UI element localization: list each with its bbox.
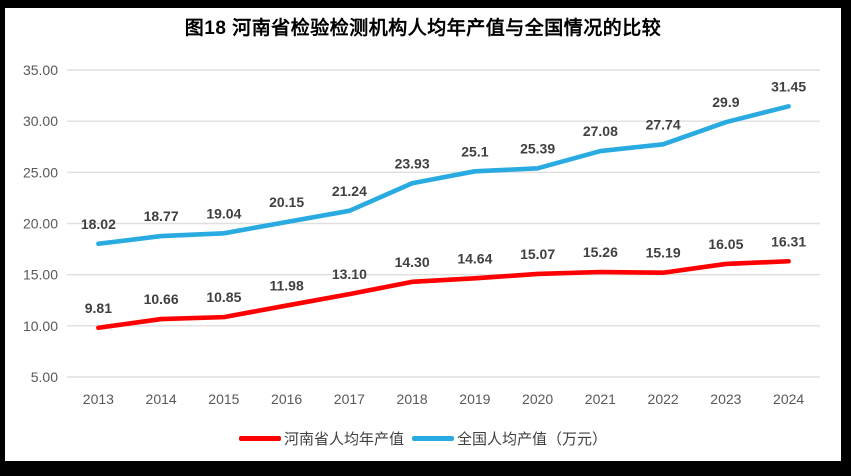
y-axis-tick-label: 30.00 xyxy=(23,113,58,129)
legend-line-swatch-red xyxy=(238,436,281,441)
y-axis-tick-label: 15.00 xyxy=(23,267,58,283)
x-axis-tick-label: 2023 xyxy=(710,391,741,407)
data-label-series-1: 27.74 xyxy=(646,116,681,132)
data-label-series-1: 21.24 xyxy=(332,183,367,199)
y-axis-tick-label: 20.00 xyxy=(23,216,58,232)
series-line-1 xyxy=(96,104,791,247)
data-label-series-0: 13.10 xyxy=(332,266,367,282)
x-axis-tick-label: 2014 xyxy=(146,391,177,407)
data-label-series-0: 15.19 xyxy=(646,245,681,261)
data-label-series-1: 25.1 xyxy=(461,143,488,159)
data-label-series-0: 11.98 xyxy=(269,278,303,294)
x-axis-tick-label: 2017 xyxy=(334,391,365,407)
x-axis-tick-label: 2019 xyxy=(459,391,490,407)
data-label-series-0: 16.31 xyxy=(771,233,806,249)
x-axis-tick-label: 2013 xyxy=(83,391,114,407)
data-label-series-0: 14.64 xyxy=(457,250,492,266)
x-axis-tick-label: 2021 xyxy=(585,391,616,407)
legend-label-henan: 河南省人均年产值 xyxy=(283,431,404,448)
data-label-series-1: 25.39 xyxy=(520,140,555,156)
data-label-series-1: 31.45 xyxy=(771,78,806,94)
y-axis-tick-label: 25.00 xyxy=(23,164,58,180)
data-label-series-0: 15.26 xyxy=(583,244,618,260)
x-axis-tick-label: 2018 xyxy=(397,391,428,407)
data-label-series-0: 10.85 xyxy=(206,289,241,305)
series-line-0 xyxy=(96,258,791,331)
data-label-series-0: 16.05 xyxy=(708,236,743,252)
y-axis-tick-label: 10.00 xyxy=(23,318,58,334)
x-axis-tick-label: 2015 xyxy=(208,391,239,407)
legend-label-national: 全国人均产值（万元） xyxy=(457,431,608,448)
data-label-series-1: 20.15 xyxy=(269,194,304,210)
data-label-series-1: 23.93 xyxy=(395,155,430,171)
legend-line-swatch-blue xyxy=(412,436,454,441)
y-axis-tick-label: 35.00 xyxy=(23,62,58,78)
legend-item-henan: 河南省人均年产值 xyxy=(238,428,404,449)
legend-item-national: 全国人均产值（万元） xyxy=(412,428,607,449)
x-axis-tick-label: 2020 xyxy=(522,391,553,407)
data-label-series-1: 29.9 xyxy=(712,94,739,110)
x-axis-tick-label: 2024 xyxy=(773,391,804,407)
x-axis-tick-label: 2016 xyxy=(271,391,302,407)
chart-title: 图18 河南省检验检测机构人均年产值与全国情况的比较 xyxy=(184,18,662,39)
y-axis-tick-label: 5.00 xyxy=(31,369,58,385)
chart-legend: 河南省人均年产值 全国人均产值（万元） xyxy=(5,428,841,449)
data-label-series-1: 18.02 xyxy=(81,216,116,232)
x-axis-tick-label: 2022 xyxy=(648,391,679,407)
data-label-series-1: 19.04 xyxy=(206,205,241,221)
data-label-series-0: 14.30 xyxy=(395,254,430,270)
data-label-series-0: 9.81 xyxy=(85,300,112,316)
data-label-series-0: 15.07 xyxy=(520,246,555,262)
data-label-series-1: 27.08 xyxy=(583,123,618,139)
data-label-series-0: 10.66 xyxy=(144,291,179,307)
line-chart: 5.00 10.00 15.00 20.00 25.00 30.00 35.00 2013 20… xyxy=(23,62,820,407)
data-label-series-1: 18.77 xyxy=(144,208,179,224)
